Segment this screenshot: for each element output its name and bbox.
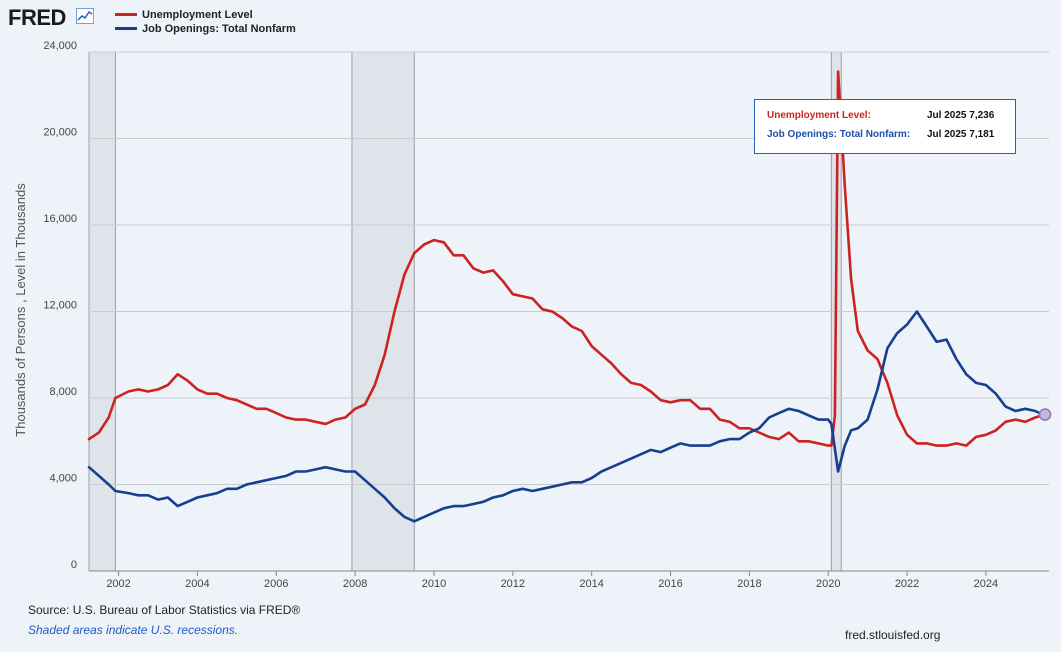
y-tick-label: 24,000 — [43, 40, 77, 52]
y-tick-label: 8,000 — [49, 386, 77, 398]
site-link[interactable]: fred.stlouisfed.org — [845, 628, 940, 642]
x-tick-label: 2016 — [658, 578, 682, 590]
x-tick-label: 2014 — [579, 578, 603, 590]
y-axis-ticks: 0 4,000 8,000 12,000 16,000 20,000 24,000 — [43, 40, 77, 571]
x-tick-label: 2012 — [501, 578, 525, 590]
series-line-job-openings[interactable] — [89, 312, 1045, 522]
tooltip-label-job-openings: Job Openings: Total Nonfarm: — [767, 129, 910, 140]
recession-note: Shaded areas indicate U.S. recessions. — [28, 623, 238, 637]
y-axis-label: Thousands of Persons , Level in Thousand… — [13, 183, 28, 437]
x-tick-label: 2018 — [737, 578, 761, 590]
y-tick-label: 12,000 — [43, 300, 77, 312]
x-tick-label: 2008 — [343, 578, 367, 590]
hover-marker — [1040, 409, 1051, 420]
data-tooltip: Unemployment Level: Jul 2025 7,236 Job O… — [754, 99, 1016, 154]
tooltip-value-unemployment: Jul 2025 7,236 — [927, 110, 994, 121]
x-tick-label: 2020 — [816, 578, 840, 590]
x-axis-ticks: 2002 2004 2006 2008 2010 2012 2014 2016 2018 2020… — [89, 571, 1049, 590]
x-tick-label: 2010 — [422, 578, 446, 590]
source-note: Source: U.S. Bureau of Labor Statistics … — [28, 603, 300, 617]
y-tick-label: 16,000 — [43, 213, 77, 225]
x-tick-label: 2022 — [895, 578, 919, 590]
x-tick-label: 2024 — [974, 578, 998, 590]
y-tick-label: 4,000 — [49, 473, 77, 485]
y-tick-label: 20,000 — [43, 127, 77, 139]
line-chart[interactable]: 0 4,000 8,000 12,000 16,000 20,000 24,000 2002… — [0, 0, 1061, 600]
x-tick-label: 2002 — [106, 578, 130, 590]
tooltip-label-unemployment: Unemployment Level: — [767, 110, 871, 121]
x-tick-label: 2006 — [264, 578, 288, 590]
tooltip-value-job-openings: Jul 2025 7,181 — [927, 129, 994, 140]
x-tick-label: 2004 — [185, 578, 209, 590]
y-tick-label: 0 — [71, 559, 77, 571]
